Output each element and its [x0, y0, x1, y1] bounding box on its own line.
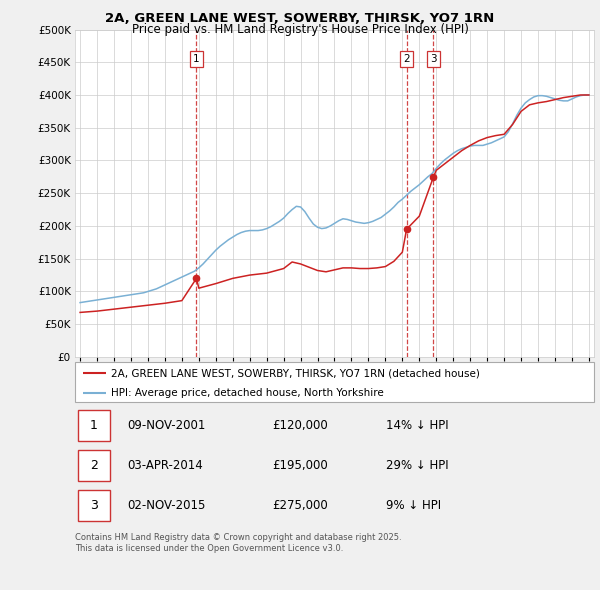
FancyBboxPatch shape — [75, 362, 594, 402]
Text: Contains HM Land Registry data © Crown copyright and database right 2025.
This d: Contains HM Land Registry data © Crown c… — [75, 533, 401, 553]
Text: 3: 3 — [430, 54, 437, 64]
Text: 29% ↓ HPI: 29% ↓ HPI — [386, 459, 449, 472]
Text: 9% ↓ HPI: 9% ↓ HPI — [386, 499, 442, 512]
Text: 1: 1 — [90, 419, 98, 432]
FancyBboxPatch shape — [77, 450, 110, 481]
Text: 02-NOV-2015: 02-NOV-2015 — [127, 499, 205, 512]
Text: HPI: Average price, detached house, North Yorkshire: HPI: Average price, detached house, Nort… — [112, 388, 384, 398]
Text: £120,000: £120,000 — [272, 419, 328, 432]
Text: £275,000: £275,000 — [272, 499, 328, 512]
Text: 2A, GREEN LANE WEST, SOWERBY, THIRSK, YO7 1RN (detached house): 2A, GREEN LANE WEST, SOWERBY, THIRSK, YO… — [112, 369, 480, 379]
Text: £195,000: £195,000 — [272, 459, 328, 472]
Text: 09-NOV-2001: 09-NOV-2001 — [127, 419, 205, 432]
Text: 14% ↓ HPI: 14% ↓ HPI — [386, 419, 449, 432]
Text: Price paid vs. HM Land Registry's House Price Index (HPI): Price paid vs. HM Land Registry's House … — [131, 23, 469, 36]
FancyBboxPatch shape — [77, 410, 110, 441]
Text: 3: 3 — [90, 499, 98, 512]
Text: 1: 1 — [193, 54, 200, 64]
Text: 03-APR-2014: 03-APR-2014 — [127, 459, 203, 472]
FancyBboxPatch shape — [77, 490, 110, 521]
Text: 2A, GREEN LANE WEST, SOWERBY, THIRSK, YO7 1RN: 2A, GREEN LANE WEST, SOWERBY, THIRSK, YO… — [106, 12, 494, 25]
Text: 2: 2 — [403, 54, 410, 64]
Text: 2: 2 — [90, 459, 98, 472]
